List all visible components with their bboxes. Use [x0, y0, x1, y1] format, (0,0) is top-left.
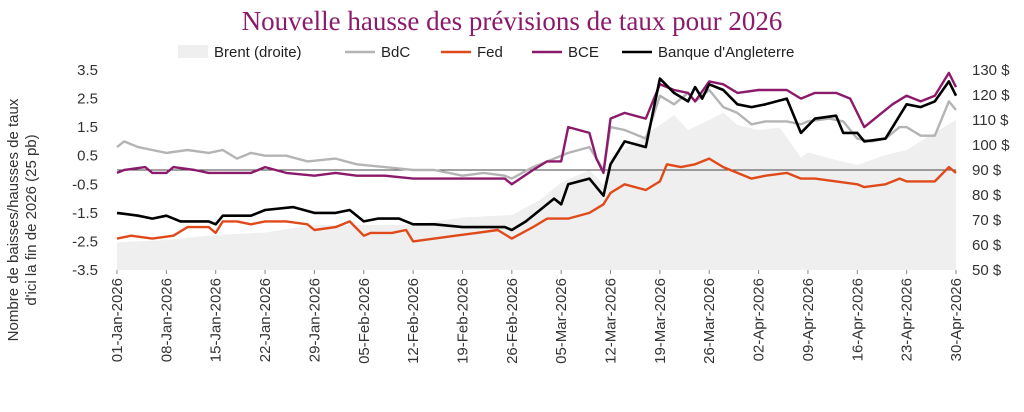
x-tick-label: 05-Mar-2026 — [553, 278, 570, 364]
y-tick-label: -3.5 — [72, 262, 98, 279]
y2-tick-label: 130 $ — [972, 62, 1010, 79]
legend: Brent (droite) BdC Fed BCE Banque d'Angleter… — [178, 44, 794, 61]
y-tick-label: 0.5 — [77, 148, 98, 165]
y-axis-right-ticks: 130 $ 120 $ 110 $ 100 $ 90 $ 80 $ 70 $ 60 $ 50 $ — [972, 62, 1010, 279]
x-tick-label: 23-Apr-2026 — [899, 278, 916, 361]
x-tick-label: 16-Apr-2026 — [849, 278, 866, 361]
x-tick-label: 19-Mar-2026 — [652, 278, 669, 364]
legend-label-bce: BCE — [568, 44, 599, 61]
x-tick-label: 22-Jan-2026 — [257, 278, 274, 362]
x-tick-label: 08-Jan-2026 — [158, 278, 175, 362]
y-tick-label: -2.5 — [72, 233, 98, 250]
series-line-banque-d-angleterre — [116, 77, 958, 232]
x-tick-label: 30-Apr-2026 — [948, 278, 965, 361]
y2-tick-label: 60 $ — [972, 237, 1002, 254]
y-axis-label: Nombre de baisses/hausses de tauxd'ici l… — [5, 98, 40, 341]
y-axis-left-ticks: 3.5 2.5 1.5 0.5 -0.5 -1.5 -2.5 -3.5 — [72, 62, 98, 279]
series-area-brent-droite — [117, 112, 956, 270]
series-line-fed — [116, 157, 957, 243]
x-tick-label: 29-Jan-2026 — [306, 278, 323, 362]
y2-tick-label: 90 $ — [972, 162, 1002, 179]
y2-tick-label: 100 $ — [972, 137, 1010, 154]
x-tick-label: 19-Feb-2026 — [454, 278, 471, 364]
series-layer — [116, 71, 958, 243]
y-tick-label: -0.5 — [72, 176, 98, 193]
y2-tick-label: 110 $ — [972, 112, 1009, 129]
legend-swatch-brent-droite — [178, 45, 208, 58]
x-axis-ticks: 01-Jan-2026 08-Jan-2026 15-Jan-2026 22-Jan-… — [109, 270, 965, 364]
legend-label-fed: Fed — [477, 44, 503, 61]
x-tick-label: 26-Mar-2026 — [701, 278, 718, 364]
x-tick-label: 02-Apr-2026 — [751, 278, 768, 361]
x-tick-label: 12-Feb-2026 — [405, 278, 422, 364]
y-tick-label: 3.5 — [77, 62, 98, 79]
brent-area-layer — [117, 112, 956, 270]
x-tick-label: 15-Jan-2026 — [208, 278, 225, 362]
x-tick-label: 26-Feb-2026 — [504, 278, 521, 364]
legend-label-brent-droite: Brent (droite) — [214, 44, 302, 61]
y-tick-label: -1.5 — [72, 205, 98, 222]
x-tick-label: 05-Feb-2026 — [356, 278, 373, 364]
y2-tick-label: 50 $ — [972, 262, 1002, 279]
y2-tick-label: 70 $ — [972, 212, 1002, 229]
legend-label-bdc: BdC — [381, 44, 410, 61]
y2-tick-label: 120 $ — [972, 87, 1010, 104]
y-tick-label: 1.5 — [77, 119, 98, 136]
legend-label-banque-d-angleterre: Banque d'Angleterre — [658, 44, 794, 61]
y2-tick-label: 80 $ — [972, 187, 1002, 204]
x-tick-label: 12-Mar-2026 — [603, 278, 620, 364]
y-tick-label: 2.5 — [77, 91, 98, 108]
x-tick-label: 09-Apr-2026 — [800, 278, 817, 361]
series-line-bce — [116, 71, 958, 186]
chart-title: Nouvelle hausse des prévisions de taux p… — [242, 6, 783, 36]
x-tick-label: 01-Jan-2026 — [109, 278, 126, 362]
